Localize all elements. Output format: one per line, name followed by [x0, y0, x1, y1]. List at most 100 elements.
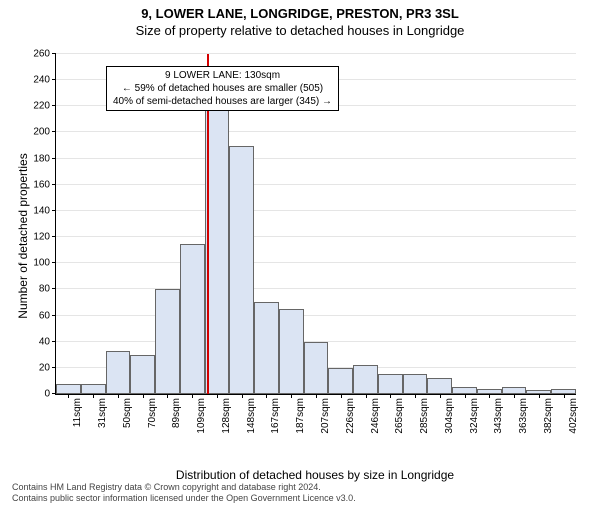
x-tick-label: 304sqm	[444, 398, 455, 434]
y-tick-mark	[52, 53, 56, 54]
y-tick-label: 180	[33, 153, 50, 164]
x-tick-label: 31sqm	[97, 398, 108, 428]
x-tick-mark	[93, 394, 94, 398]
gridline	[56, 236, 576, 237]
histogram-bar	[427, 378, 452, 394]
y-tick-mark	[52, 210, 56, 211]
y-tick-mark	[52, 367, 56, 368]
x-tick-mark	[118, 394, 119, 398]
x-tick-mark	[564, 394, 565, 398]
histogram-bar	[353, 365, 378, 394]
histogram-bar	[180, 244, 205, 394]
x-tick-mark	[539, 394, 540, 398]
x-tick-mark	[68, 394, 69, 398]
y-tick-mark	[52, 158, 56, 159]
x-tick-mark	[440, 394, 441, 398]
histogram-bar	[378, 374, 403, 394]
y-tick-mark	[52, 341, 56, 342]
y-tick-mark	[52, 184, 56, 185]
x-tick-mark	[415, 394, 416, 398]
y-axis-label: Number of detached properties	[16, 46, 30, 426]
gridline	[56, 53, 576, 54]
x-tick-label: 167sqm	[270, 398, 281, 434]
footer-attribution: Contains HM Land Registry data © Crown c…	[12, 482, 588, 504]
x-tick-label: 402sqm	[568, 398, 579, 434]
x-tick-label: 324sqm	[469, 398, 480, 434]
y-tick-mark	[52, 131, 56, 132]
x-tick-label: 11sqm	[72, 398, 83, 427]
page-subtitle: Size of property relative to detached ho…	[0, 23, 600, 38]
y-tick-mark	[52, 315, 56, 316]
x-tick-mark	[291, 394, 292, 398]
x-tick-label: 70sqm	[147, 398, 158, 428]
gridline	[56, 262, 576, 263]
x-tick-label: 148sqm	[246, 398, 257, 434]
callout-box: 9 LOWER LANE: 130sqm← 59% of detached ho…	[106, 66, 339, 111]
y-tick-label: 160	[33, 179, 50, 190]
x-tick-mark	[465, 394, 466, 398]
histogram-bar	[130, 355, 155, 394]
gridline	[56, 288, 576, 289]
histogram-bar	[56, 384, 81, 394]
callout-line-2: ← 59% of detached houses are smaller (50…	[113, 82, 332, 95]
gridline	[56, 315, 576, 316]
y-tick-mark	[52, 288, 56, 289]
y-tick-label: 260	[33, 49, 50, 60]
x-tick-label: 109sqm	[196, 398, 207, 434]
y-tick-label: 120	[33, 232, 50, 243]
x-tick-mark	[316, 394, 317, 398]
gridline	[56, 131, 576, 132]
footer-line-1: Contains HM Land Registry data © Crown c…	[12, 482, 588, 493]
histogram-bar	[106, 351, 131, 394]
y-tick-label: 220	[33, 101, 50, 112]
y-tick-label: 140	[33, 205, 50, 216]
histogram-bar	[279, 309, 304, 394]
y-tick-label: 0	[44, 389, 50, 400]
x-tick-label: 343sqm	[493, 398, 504, 434]
page-title: 9, LOWER LANE, LONGRIDGE, PRESTON, PR3 3…	[0, 6, 600, 21]
chart-area: 02040608010012014016018020022024026011sq…	[55, 54, 575, 434]
y-tick-mark	[52, 79, 56, 80]
histogram-bar	[304, 342, 329, 394]
histogram-bar	[81, 384, 106, 394]
x-tick-mark	[514, 394, 515, 398]
x-axis-label: Distribution of detached houses by size …	[55, 468, 575, 482]
y-tick-label: 240	[33, 75, 50, 86]
x-tick-mark	[242, 394, 243, 398]
x-tick-mark	[266, 394, 267, 398]
y-tick-mark	[52, 262, 56, 263]
gridline	[56, 210, 576, 211]
y-tick-label: 100	[33, 258, 50, 269]
histogram-bar	[254, 302, 279, 394]
x-tick-mark	[167, 394, 168, 398]
x-tick-label: 207sqm	[320, 398, 331, 434]
y-tick-label: 40	[39, 336, 50, 347]
plot-region: 02040608010012014016018020022024026011sq…	[55, 54, 576, 395]
histogram-bar	[328, 368, 353, 394]
y-tick-mark	[52, 105, 56, 106]
x-tick-mark	[143, 394, 144, 398]
footer-line-2: Contains public sector information licen…	[12, 493, 588, 504]
gridline	[56, 184, 576, 185]
histogram-bar	[155, 289, 180, 394]
x-tick-label: 187sqm	[295, 398, 306, 434]
x-tick-label: 265sqm	[394, 398, 405, 434]
x-tick-label: 382sqm	[543, 398, 554, 434]
callout-line-1: 9 LOWER LANE: 130sqm	[113, 69, 332, 82]
y-tick-label: 60	[39, 310, 50, 321]
x-tick-mark	[341, 394, 342, 398]
x-tick-mark	[217, 394, 218, 398]
x-tick-mark	[489, 394, 490, 398]
x-tick-label: 226sqm	[345, 398, 356, 434]
y-tick-mark	[52, 236, 56, 237]
x-tick-label: 246sqm	[370, 398, 381, 434]
x-tick-mark	[390, 394, 391, 398]
x-tick-label: 128sqm	[221, 398, 232, 434]
x-tick-mark	[192, 394, 193, 398]
x-tick-label: 363sqm	[518, 398, 529, 434]
y-tick-label: 20	[39, 362, 50, 373]
histogram-bar	[403, 374, 428, 394]
histogram-bar	[229, 146, 254, 394]
y-tick-label: 80	[39, 284, 50, 295]
x-tick-label: 89sqm	[171, 398, 182, 428]
